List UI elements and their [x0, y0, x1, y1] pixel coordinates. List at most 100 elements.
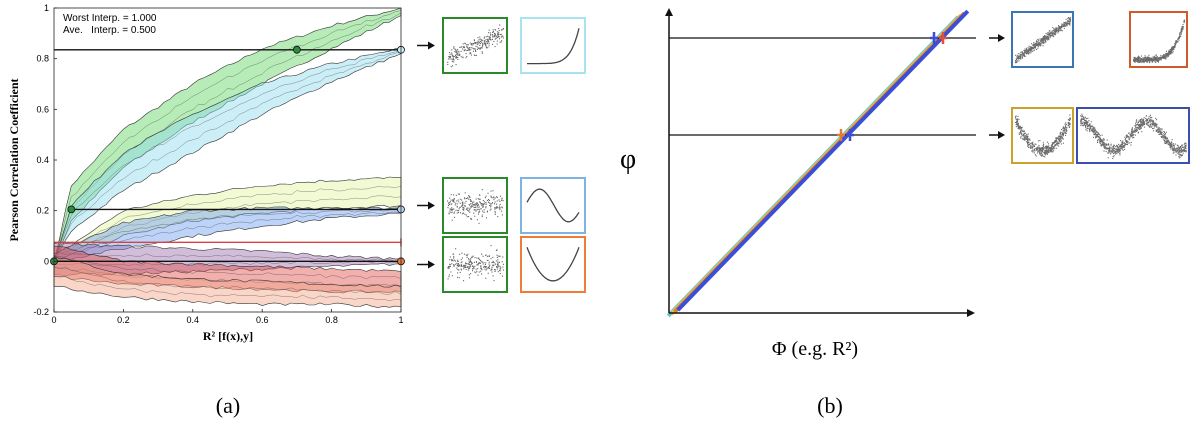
inset-point [1138, 60, 1140, 62]
inset-point [1165, 131, 1167, 133]
inset-point [1039, 45, 1041, 47]
inset-point [1024, 138, 1026, 140]
inset-point [1122, 144, 1124, 146]
inset-point [468, 259, 470, 261]
inset-point [1015, 59, 1017, 61]
inset-point [1069, 123, 1071, 125]
inset-point [455, 194, 457, 196]
inset-point [1085, 122, 1087, 124]
inset-point [490, 190, 492, 192]
inset-point [1039, 153, 1041, 155]
inset-point [1110, 152, 1112, 154]
inset-point [1160, 56, 1162, 58]
inset-point [1039, 43, 1041, 45]
inset-point [1068, 123, 1070, 125]
inset-point [1056, 30, 1058, 32]
inset-point [1126, 136, 1128, 138]
inset-point [455, 51, 457, 53]
inset-point [1029, 48, 1031, 50]
inset-point [497, 255, 499, 257]
inset-point [1136, 119, 1138, 121]
inset-point [1065, 122, 1067, 124]
y-tick-label: -0.2 [33, 307, 49, 317]
inset-point [1035, 48, 1037, 50]
inset-point [451, 219, 453, 221]
inset-point [1069, 21, 1071, 23]
inset-point [1132, 128, 1134, 130]
inset-point [1108, 144, 1110, 146]
inset-point [1064, 24, 1066, 26]
inset-point [1017, 126, 1019, 128]
inset-frame [442, 17, 508, 74]
inset-point [490, 203, 492, 205]
inset-point [482, 203, 484, 205]
inset-point [487, 38, 489, 40]
inset-point [476, 203, 478, 205]
inset-point [1047, 150, 1049, 152]
inset-point [1068, 120, 1070, 122]
inset-point [1034, 46, 1036, 48]
inset-point [1170, 143, 1172, 145]
inset-point [496, 203, 498, 205]
x-tick-label: 0 [51, 315, 56, 325]
inset-point [1055, 30, 1057, 32]
inset-point [1148, 57, 1150, 59]
inset-point [1095, 137, 1097, 139]
inset-point [1136, 124, 1138, 126]
inset-point [1056, 30, 1058, 32]
inset-point [1082, 116, 1084, 118]
inset-point [1118, 147, 1120, 149]
inset-point [1134, 61, 1136, 63]
inset-point [1109, 146, 1111, 148]
inset-point [451, 53, 453, 55]
inset-point [1038, 150, 1040, 152]
inset-point [1101, 134, 1103, 136]
inset-point [1147, 119, 1149, 121]
inset-point [1169, 49, 1171, 51]
inset-point [485, 42, 487, 44]
inset-point [1020, 127, 1022, 129]
inset-point [1064, 25, 1066, 27]
inset-point [496, 31, 498, 33]
inset-point [1179, 154, 1181, 156]
inset-point [1026, 139, 1028, 141]
inset-point [1158, 129, 1160, 131]
inset-point [449, 58, 451, 60]
inset-point [498, 33, 500, 35]
inset-point [1022, 53, 1024, 55]
inset-point [1038, 147, 1040, 149]
inset-point [481, 52, 483, 54]
inset-point [462, 201, 464, 203]
inset-point [1101, 140, 1103, 142]
inset-point [1100, 139, 1102, 141]
inset-point [1158, 58, 1160, 60]
inset-point [1097, 132, 1099, 134]
inset-point [1114, 151, 1116, 153]
inset-point [1169, 144, 1171, 146]
inset-point [1031, 48, 1033, 50]
inset-point [1136, 59, 1138, 61]
inset-point [1085, 122, 1087, 124]
inset-point [1063, 129, 1065, 131]
inset-point [1155, 117, 1157, 119]
inset-frame [520, 177, 586, 234]
inset-point [1129, 134, 1131, 136]
inset-point [1023, 55, 1025, 57]
inset-point [1021, 133, 1023, 135]
inset-point [1151, 61, 1153, 63]
inset-point [1139, 121, 1141, 123]
inset-point [470, 44, 472, 46]
inset-point [451, 209, 453, 211]
inset-point [1096, 136, 1098, 138]
inset-point [493, 269, 495, 271]
inset-point [1054, 30, 1056, 32]
inset-point [1180, 151, 1182, 153]
inset-point [1164, 137, 1166, 139]
inset-point [1060, 141, 1062, 143]
inset-point [482, 205, 484, 207]
inset-point [1141, 118, 1143, 120]
inset-point [1133, 131, 1135, 133]
inset-point [1143, 58, 1145, 60]
inset-point [1021, 51, 1023, 53]
inset-point [1057, 32, 1059, 34]
